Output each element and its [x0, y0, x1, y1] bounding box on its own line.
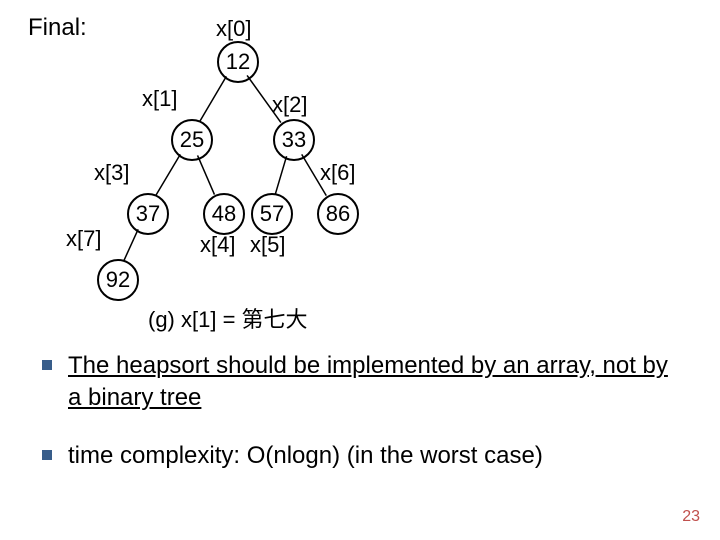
node-value-x1: 25: [180, 127, 204, 153]
node-value-x2: 33: [282, 127, 306, 153]
node-label-x1: x[1]: [142, 86, 177, 112]
node-label-x4: x[4]: [200, 232, 235, 258]
node-value-x5: 57: [260, 201, 284, 227]
node-label-x2: x[2]: [272, 92, 307, 118]
bullet-text-2: time complexity: O(nlogn) (in the worst …: [68, 440, 543, 472]
bullet-item-2: time complexity: O(nlogn) (in the worst …: [42, 440, 682, 472]
node-value-x7: 92: [106, 267, 130, 293]
node-value-x3: 37: [136, 201, 160, 227]
node-x5: 57: [251, 193, 293, 235]
node-x7: 92: [97, 259, 139, 301]
node-label-x6: x[6]: [320, 160, 355, 186]
node-label-x0: x[0]: [216, 16, 251, 42]
bullet-text-1: The heapsort should be implemented by an…: [68, 350, 682, 415]
square-bullet-icon: [42, 360, 52, 370]
slide-title: Final:: [28, 14, 87, 42]
node-x0: 12: [217, 41, 259, 83]
node-value-x6: 86: [326, 201, 350, 227]
node-value-x4: 48: [212, 201, 236, 227]
node-x4: 48: [203, 193, 245, 235]
node-label-x5: x[5]: [250, 232, 285, 258]
figure-caption: (g) x[1] = 第七大: [148, 302, 308, 334]
node-x6: 86: [317, 193, 359, 235]
node-x2: 33: [273, 119, 315, 161]
node-value-x0: 12: [226, 49, 250, 75]
node-x1: 25: [171, 119, 213, 161]
bullet-item-1: The heapsort should be implemented by an…: [42, 350, 682, 415]
node-x3: 37: [127, 193, 169, 235]
node-label-x7: x[7]: [66, 226, 101, 252]
node-label-x3: x[3]: [94, 160, 129, 186]
square-bullet-icon: [42, 450, 52, 460]
page-number: 23: [682, 508, 700, 526]
